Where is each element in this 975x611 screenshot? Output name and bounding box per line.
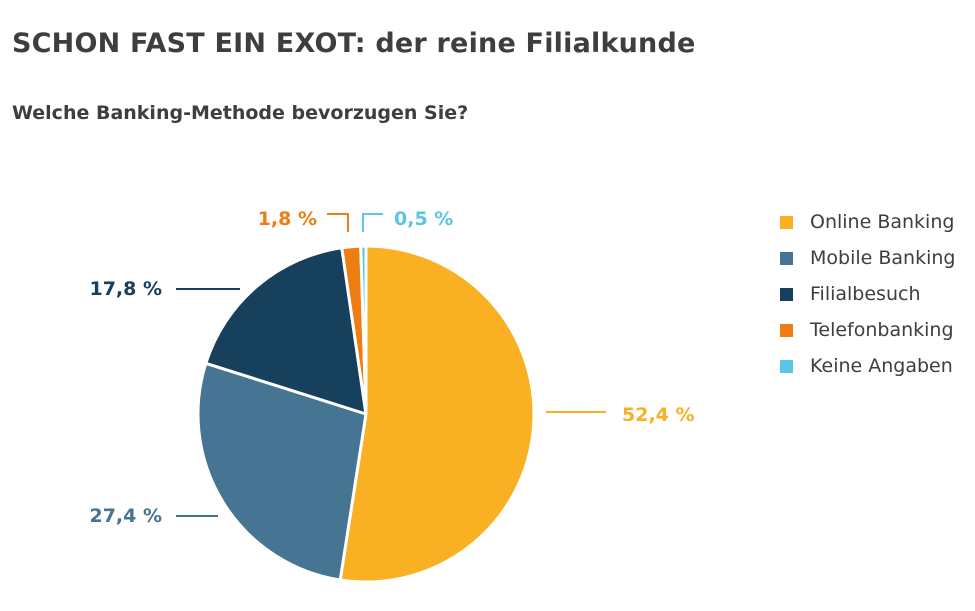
pie-slice-keine-angaben bbox=[359, 244, 368, 416]
pie-slice-online-banking bbox=[338, 244, 536, 584]
data-label-filialbesuch: 17,8 % bbox=[89, 278, 162, 300]
legend-label: Online Banking bbox=[810, 211, 955, 233]
data-label-mobile-banking: 27,4 % bbox=[89, 505, 162, 527]
legend-item-keine-angaben: Keine Angaben bbox=[780, 348, 955, 384]
legend-label: Filialbesuch bbox=[810, 283, 921, 305]
data-label-online-banking: 52,4 % bbox=[622, 404, 695, 426]
page-title: SCHON FAST EIN EXOT: der reine Filialkun… bbox=[12, 28, 696, 59]
legend-label: Mobile Banking bbox=[810, 247, 956, 269]
legend-swatch bbox=[780, 215, 793, 229]
legend-label: Telefonbanking bbox=[810, 319, 954, 341]
legend-item-telefonbanking: Telefonbanking bbox=[780, 312, 955, 348]
legend-swatch bbox=[780, 323, 793, 337]
pie-slice-filialbesuch bbox=[204, 246, 368, 416]
pie-slice-mobile-banking bbox=[196, 361, 368, 582]
chart-subtitle: Welche Banking-Methode bevorzugen Sie? bbox=[12, 102, 469, 124]
legend-item-online-banking: Online Banking bbox=[780, 204, 955, 240]
data-label-telefonbanking: 1,8 % bbox=[258, 208, 317, 230]
data-label-keine-angaben: 0,5 % bbox=[394, 208, 453, 230]
legend-swatch bbox=[780, 251, 793, 265]
pie-slices bbox=[196, 244, 536, 584]
leader-line-keine-angaben bbox=[362, 213, 383, 232]
legend-swatch bbox=[780, 359, 793, 373]
leader-line-telefonbanking bbox=[327, 213, 349, 232]
chart-legend: Online Banking Mobile Banking Filialbesu… bbox=[780, 204, 955, 384]
legend-item-mobile-banking: Mobile Banking bbox=[780, 240, 955, 276]
pie-leader-lines bbox=[176, 213, 606, 517]
legend-label: Keine Angaben bbox=[810, 355, 953, 377]
legend-item-filialbesuch: Filialbesuch bbox=[780, 276, 955, 312]
legend-swatch bbox=[780, 287, 793, 301]
